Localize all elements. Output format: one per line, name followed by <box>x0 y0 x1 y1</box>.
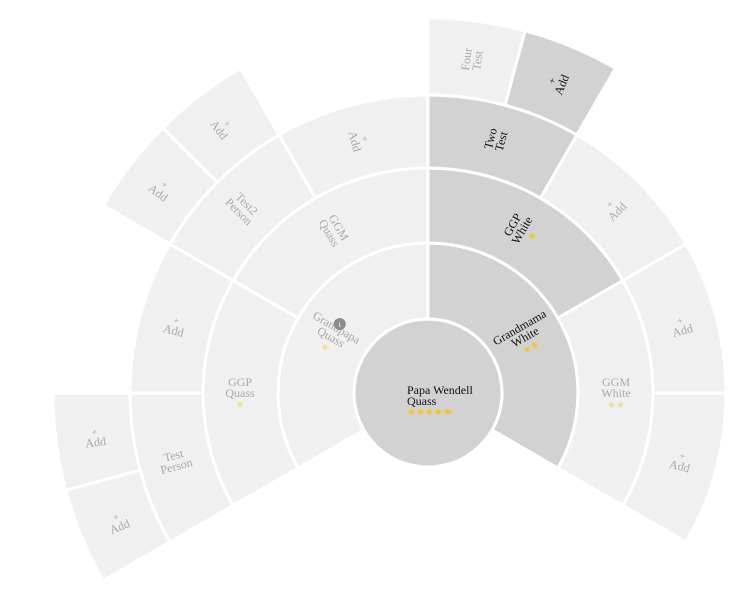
root-stars: ★★★★★ <box>407 407 452 418</box>
gen4-add-4-plus-icon: + <box>221 118 233 129</box>
gen3-add-2-add-text[interactable]: Add <box>345 130 364 154</box>
gen4-add-3-plus-icon: + <box>158 179 169 191</box>
root-name-line1: Papa Wendell <box>407 383 473 397</box>
gen3-add-2-label: +Add <box>345 130 370 154</box>
info-badge-icon[interactable] <box>333 318 346 331</box>
gen3-add-5-add-text[interactable]: Add <box>668 457 692 476</box>
four-test-name-1: Four <box>458 47 475 71</box>
gen3-add-5[interactable] <box>620 391 728 545</box>
gen3-add-1-add-text[interactable]: Add <box>162 321 186 340</box>
ggp-quass-name-1: GGP <box>228 375 252 389</box>
gen3-add-4-add-text[interactable]: Add <box>671 321 695 340</box>
root-person[interactable]: Papa Wendell Quass ★★★★★ + <box>352 317 504 469</box>
gen3-add-5-plus-icon: + <box>678 451 687 463</box>
gen4-add-5[interactable] <box>503 28 618 137</box>
gen4-add-2-label: +Add <box>84 427 106 451</box>
root-name-line2: Quass <box>407 394 437 408</box>
gen4-add-2-add-text[interactable]: Add <box>84 434 106 451</box>
gen4-add-2-plus-icon: + <box>91 427 98 439</box>
ggp-quass-name-2: Quass <box>225 386 255 400</box>
gen4-add-1-plus-icon: + <box>111 512 121 524</box>
gen3-add-4-plus-icon: + <box>676 315 685 327</box>
ggm-white-stars: ★★ <box>607 400 625 411</box>
gen3-add-4-label: +Add <box>671 315 695 340</box>
root-add-star[interactable]: + <box>448 407 453 417</box>
ggm-white-name-2: White <box>601 386 630 400</box>
two-test-name-2: Test <box>492 129 511 152</box>
fan-segments <box>51 16 728 583</box>
two-test-name-1: Two <box>481 126 500 150</box>
ggm-white-name-1: GGM <box>602 375 630 389</box>
gen3-add-1-label: +Add <box>162 315 186 340</box>
root-person-circle[interactable] <box>352 317 504 469</box>
info-badge-text: i <box>339 320 342 329</box>
gen4-add-4[interactable] <box>160 66 282 185</box>
gen3-add-5-label: +Add <box>668 451 692 476</box>
gen4-add-2[interactable] <box>51 391 142 492</box>
four-test-name-2: Test <box>469 49 486 71</box>
test-person-name-1: Test <box>162 446 185 465</box>
gen3-add-1-plus-icon: + <box>172 315 181 327</box>
gen4-add-5-plus-icon: + <box>547 76 559 86</box>
ggp-quass-stars: ★ <box>236 400 245 411</box>
gen3-add-2-plus-icon: + <box>358 135 370 144</box>
